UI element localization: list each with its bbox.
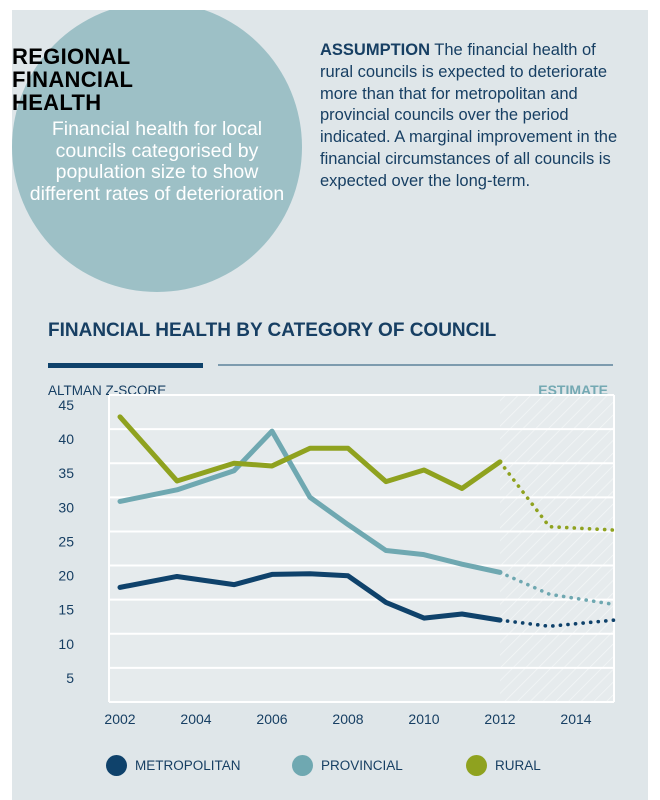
title-underline-thin (218, 364, 613, 366)
legend-item-metropolitan: METROPOLITAN (106, 755, 241, 776)
series-line-provincial (117, 428, 503, 575)
chart-legend: METROPOLITAN PROVINCIAL RURAL (12, 755, 648, 779)
legend-swatch-provincial (292, 755, 313, 776)
circle-subtitle: Financial health for local councils cate… (29, 118, 285, 205)
y-tick-label: 10 (58, 636, 74, 652)
y-tick-label: 45 (58, 397, 74, 413)
y-tick-label: 30 (58, 499, 74, 515)
x-tick-label: 2008 (332, 711, 363, 727)
x-tick-label: 2010 (408, 711, 439, 727)
x-tick-label: 2012 (484, 711, 515, 727)
y-tick-label: 20 (58, 568, 74, 584)
assumption-text: ASSUMPTION The financial health of rural… (320, 40, 620, 193)
title-underline-thick (48, 363, 203, 368)
circle-title: REGIONAL FINANCIAL HEALTH (12, 45, 302, 114)
legend-label: METROPOLITAN (135, 758, 241, 773)
legend-swatch-metropolitan (106, 755, 127, 776)
series-line-metropolitan (117, 571, 503, 623)
y-tick-label: 15 (58, 602, 74, 618)
y-tick-label: 40 (58, 431, 74, 447)
x-tick-label: 2004 (180, 711, 211, 727)
y-tick-label: 25 (58, 533, 74, 549)
series-estimate-provincial (498, 570, 616, 607)
infographic-panel: REGIONAL FINANCIAL HEALTH Financial heal… (12, 10, 648, 800)
x-tick-label: 2014 (560, 711, 591, 727)
circle-title-line: HEALTH (12, 90, 102, 115)
legend-label: RURAL (495, 758, 541, 773)
x-tick-label: 2006 (256, 711, 287, 727)
chart-title: FINANCIAL HEALTH BY CATEGORY OF COUNCIL (48, 320, 497, 341)
header-circle: REGIONAL FINANCIAL HEALTH Financial heal… (12, 10, 302, 292)
y-tick-label: 5 (66, 670, 74, 686)
y-tick-label: 35 (58, 465, 74, 481)
series-line-rural (117, 414, 503, 491)
assumption-body: The financial health of rural councils i… (320, 41, 618, 190)
legend-swatch-rural (466, 755, 487, 776)
legend-item-rural: RURAL (466, 755, 541, 776)
assumption-label: ASSUMPTION (320, 41, 431, 59)
series-estimate-metropolitan (498, 618, 616, 629)
circle-title-line: FINANCIAL (12, 67, 134, 92)
line-chart: 5 10 15 20 25 30 35 40 45 2002 2004 2006 2008 2010 201… (58, 394, 616, 727)
legend-item-provincial: PROVINCIAL (292, 755, 403, 776)
legend-label: PROVINCIAL (321, 758, 403, 773)
circle-title-line: REGIONAL (12, 44, 131, 69)
x-tick-label: 2002 (104, 711, 135, 727)
estimate-region (500, 395, 614, 702)
